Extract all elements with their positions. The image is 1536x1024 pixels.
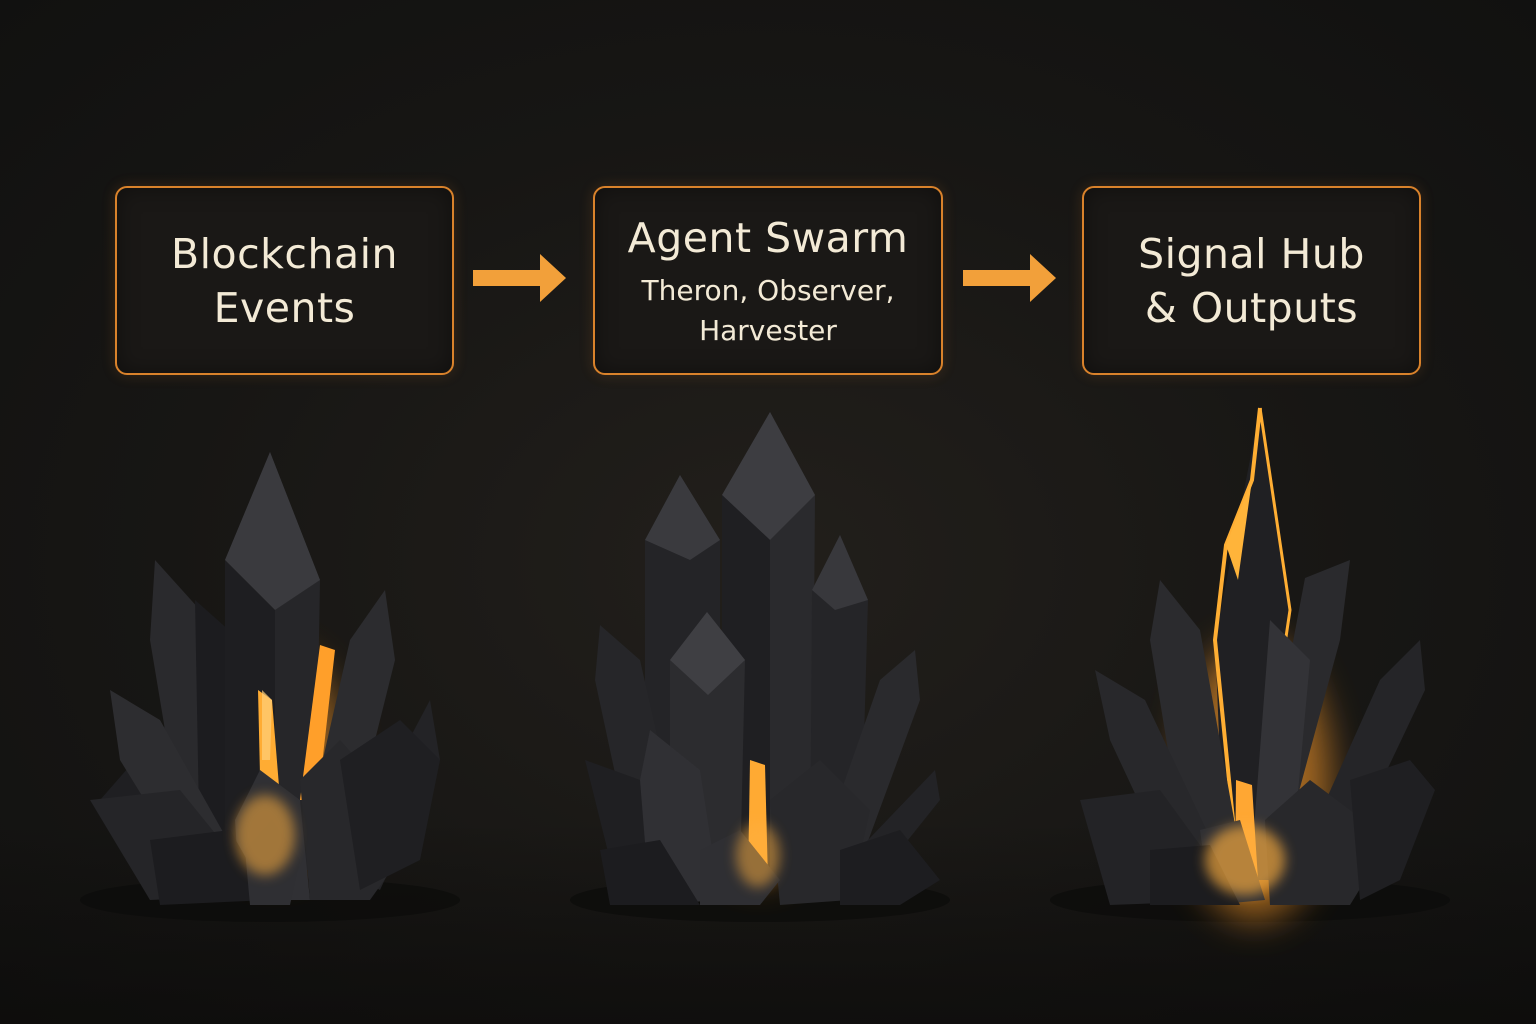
crystal-cluster-icon [570, 412, 950, 922]
arrow-right-icon [963, 254, 1056, 302]
node-agent-swarm: Agent Swarm Theron, Observer, Harvester [593, 186, 943, 375]
node-title: Blockchain Events [171, 229, 398, 332]
node-blockchain-events: Blockchain Events [115, 186, 454, 375]
crystal-cluster-icon [1050, 407, 1450, 922]
node-subtitle: Theron, Observer, Harvester [641, 273, 895, 347]
crystal-cluster-icon [80, 452, 460, 922]
arrow-right-icon [473, 254, 566, 302]
node-signal-hub: Signal Hub & Outputs [1082, 186, 1421, 375]
node-title: Signal Hub & Outputs [1138, 229, 1365, 332]
node-title: Agent Swarm [627, 213, 909, 262]
